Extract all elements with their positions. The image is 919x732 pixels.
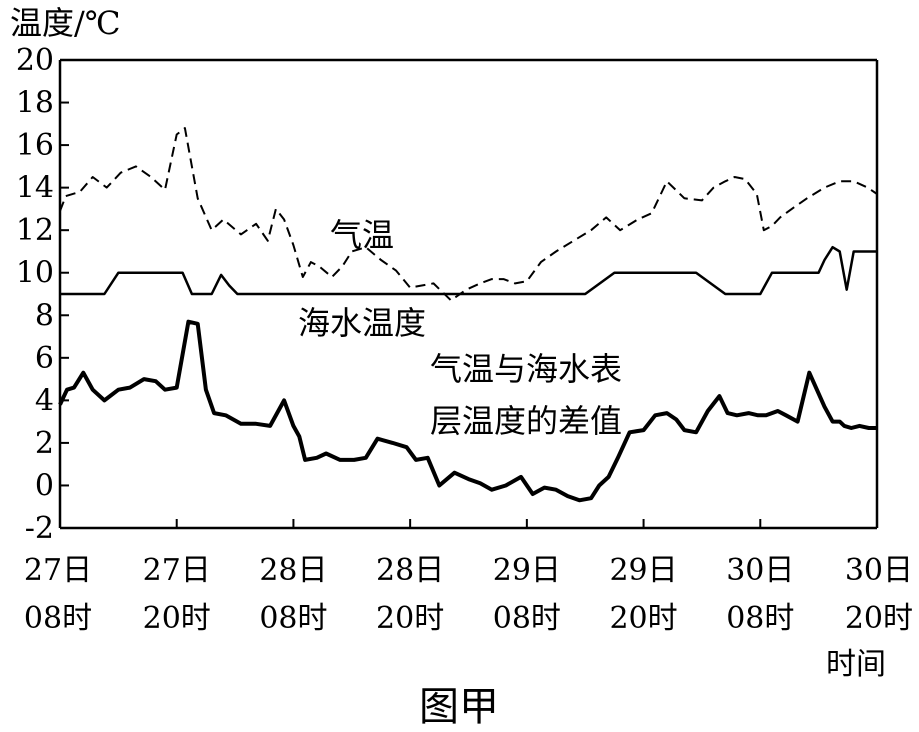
x-tick-label-time: 08时: [726, 601, 794, 636]
x-axis-title: 时间: [826, 647, 886, 682]
x-tick-label-day: 29日: [493, 553, 561, 588]
x-tick-label-time: 20时: [609, 601, 677, 636]
x-tick-label-day: 27日: [24, 553, 92, 588]
y-tick-label: 6: [35, 341, 54, 376]
y-axis-title: 温度/℃: [10, 4, 121, 42]
x-tick-label-day: 29日: [609, 553, 677, 588]
x-tick-label-time: 20时: [845, 601, 913, 636]
annotation-air-temperature: 气温: [330, 216, 394, 254]
y-tick-label: 8: [35, 298, 54, 333]
x-tick-label-time: 08时: [259, 601, 327, 636]
temperature-difference-line: [58, 319, 877, 503]
x-tick-label-day: 28日: [259, 553, 327, 588]
annotation-difference-line2: 层温度的差值: [430, 402, 622, 440]
x-tick-label-day: 30日: [726, 553, 794, 588]
x-tick-label-time: 20时: [143, 601, 211, 636]
y-tick-label: 12: [16, 213, 54, 248]
y-tick-label: 2: [35, 426, 54, 461]
figure-caption: 图甲: [419, 684, 499, 728]
annotation-sea-temperature: 海水温度: [298, 304, 426, 342]
x-tick-label-day: 30日: [845, 553, 913, 588]
x-tick-label-time: 08时: [24, 601, 92, 636]
air-temperature-line: [59, 127, 878, 302]
x-tick-label-day: 27日: [143, 553, 211, 588]
y-tick-label: 18: [16, 86, 54, 121]
x-tick-label-time: 08时: [493, 601, 561, 636]
y-tick-label: 20: [16, 43, 54, 78]
y-tick-label: 10: [16, 256, 54, 291]
y-tick-label: 16: [16, 128, 54, 163]
sea-temperature-line: [60, 245, 877, 296]
x-tick-label-time: 20时: [376, 601, 444, 636]
y-tick-label: -2: [25, 511, 54, 546]
y-tick-label: 0: [35, 468, 54, 503]
x-tick-label-day: 28日: [376, 553, 444, 588]
annotation-difference-line1: 气温与海水表: [430, 350, 622, 388]
y-tick-label: 14: [16, 171, 54, 206]
y-tick-label: 4: [35, 383, 54, 418]
